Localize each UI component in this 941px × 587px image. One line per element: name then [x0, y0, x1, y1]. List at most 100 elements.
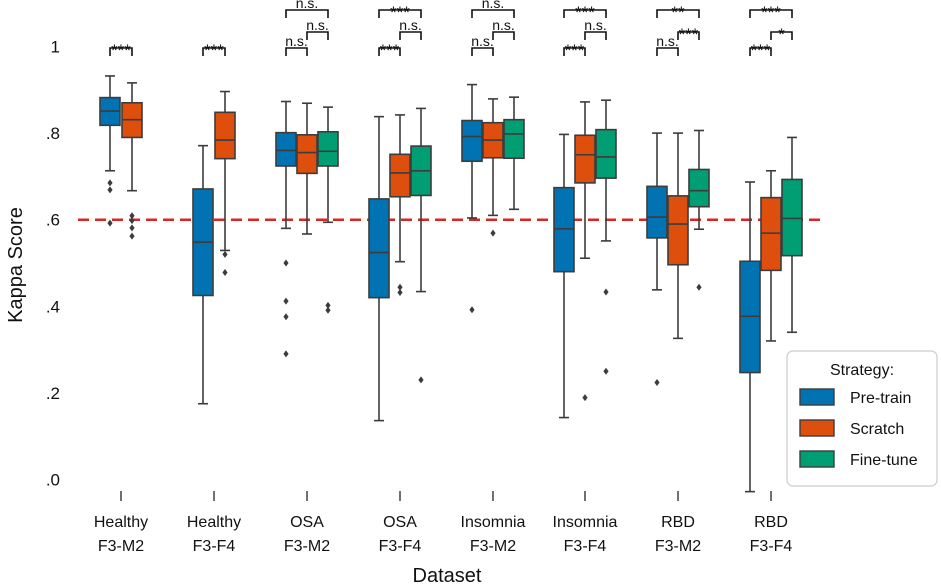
- x-tick-label: F3-F4: [750, 538, 793, 555]
- box-pre-train: [368, 198, 390, 299]
- significance-bracket: [378, 47, 401, 56]
- significance-bracket: [749, 9, 793, 18]
- significance-bracket: [563, 47, 586, 56]
- x-tick-label: Healthy: [187, 514, 241, 531]
- legend: Strategy: Pre-train Scratch Fine-tune: [786, 350, 938, 487]
- significance-bracket: [770, 31, 793, 40]
- outlier-point: [325, 301, 331, 309]
- outlier-point: [418, 376, 424, 384]
- significance-label: ***: [380, 41, 400, 60]
- legend-swatch-scratch: [799, 419, 835, 437]
- outlier-point: [397, 288, 403, 296]
- significance-bracket: [492, 31, 515, 40]
- outlier-point: [696, 283, 702, 291]
- significance-label: n.s.: [306, 17, 329, 33]
- significance-bracket: [306, 31, 329, 40]
- box-scratch: [574, 134, 596, 184]
- significance-bracket: [285, 9, 329, 18]
- y-tick-label: .4: [46, 297, 60, 316]
- box-fine-tune: [595, 128, 617, 179]
- box-fine-tune: [317, 131, 339, 167]
- significance-label: ***: [761, 3, 781, 22]
- significance-bracket: [749, 47, 772, 56]
- x-tick-label: F3-M2: [98, 538, 144, 555]
- box-scratch: [389, 153, 411, 198]
- x-tick-label: Insomnia: [553, 514, 618, 531]
- legend-label: Scratch: [850, 421, 904, 438]
- outlier-point: [129, 217, 135, 225]
- significance-label: ***: [111, 41, 131, 60]
- x-tick-label: F3-F4: [564, 538, 607, 555]
- outlier-point: [490, 229, 496, 237]
- bracket-group: n.s.n.s.n.s.: [471, 0, 515, 56]
- box-pre-train: [461, 119, 483, 163]
- significance-label: n.s.: [656, 33, 679, 49]
- box-scratch: [667, 195, 689, 266]
- outlier-point: [603, 367, 609, 375]
- significance-label: ***: [575, 3, 595, 22]
- box-fine-tune: [503, 118, 525, 160]
- box-scratch: [296, 134, 318, 175]
- outlier-point: [603, 288, 609, 296]
- significance-bracket: [399, 31, 422, 40]
- significance-label: ***: [679, 25, 699, 44]
- x-tick-label: F3-F4: [193, 538, 236, 555]
- outlier-point: [283, 350, 289, 358]
- y-tick-label: .6: [46, 211, 60, 230]
- significance-label: ***: [565, 41, 585, 60]
- x-axis: Dataset Healthy F3-M2 Healthy F3-F4 OSA F3-M2…: [94, 491, 793, 587]
- box-scratch: [760, 196, 782, 272]
- significance-label: **: [671, 3, 685, 22]
- significance-bracket: [584, 31, 607, 40]
- box-group: [192, 90, 236, 405]
- significance-bracket: [109, 47, 133, 56]
- bracket-group: ***: [202, 41, 226, 60]
- box-fine-tune: [781, 178, 803, 257]
- box-group: [275, 100, 339, 358]
- outlier-point: [582, 394, 588, 402]
- box-group: [553, 99, 617, 419]
- box-group: [739, 136, 803, 493]
- x-tick-label: F3-F4: [379, 538, 422, 555]
- box-group: [99, 75, 143, 240]
- box-fine-tune: [688, 168, 710, 208]
- y-tick-label: 1: [51, 38, 60, 57]
- bracket-group: ***: [109, 41, 133, 60]
- box-group: [646, 129, 710, 387]
- significance-bracket: [202, 47, 226, 56]
- x-tick-label: OSA: [290, 514, 324, 531]
- bracket-group: n.s. *****: [656, 3, 700, 56]
- box-group: [368, 107, 432, 422]
- x-tick-label: F3-M2: [470, 538, 516, 555]
- significance-label: n.s.: [296, 0, 319, 11]
- box-group: [461, 83, 525, 314]
- significance-bracket: [677, 31, 700, 40]
- y-tick-label: .0: [46, 471, 60, 490]
- significance-bracket: [656, 47, 679, 56]
- outlier-point: [469, 306, 475, 314]
- box-pre-train: [646, 185, 668, 239]
- outlier-point: [283, 259, 289, 267]
- x-axis-label: Dataset: [413, 565, 482, 587]
- significance-bracket: [471, 47, 494, 56]
- significance-bracket: [656, 9, 700, 18]
- y-axis-label: Kappa Score: [5, 207, 27, 323]
- significance-bracket: [285, 47, 308, 56]
- significance-label: n.s.: [285, 33, 308, 49]
- outlier-point: [654, 379, 660, 387]
- box-pre-train: [275, 131, 297, 167]
- significance-layer: *** *** n.s.n.s.n.s.***n.s.***n.s.n.s.n.s.…: [109, 0, 793, 60]
- legend-swatch-fine-tune: [799, 450, 835, 468]
- bracket-group: ***n.s.***: [378, 3, 422, 60]
- x-tick-label: F3-M2: [284, 538, 330, 555]
- bracket-group: *******: [749, 3, 793, 60]
- significance-label: n.s.: [471, 33, 494, 49]
- y-axis: Kappa Score 1 .8 .6 .4 .2 .0: [5, 38, 60, 490]
- significance-label: ***: [751, 41, 771, 60]
- outlier-point: [129, 224, 135, 232]
- significance-label: n.s.: [492, 17, 515, 33]
- legend-title: Strategy:: [830, 362, 894, 379]
- legend-label: Fine-tune: [850, 452, 918, 469]
- outlier-point: [283, 297, 289, 305]
